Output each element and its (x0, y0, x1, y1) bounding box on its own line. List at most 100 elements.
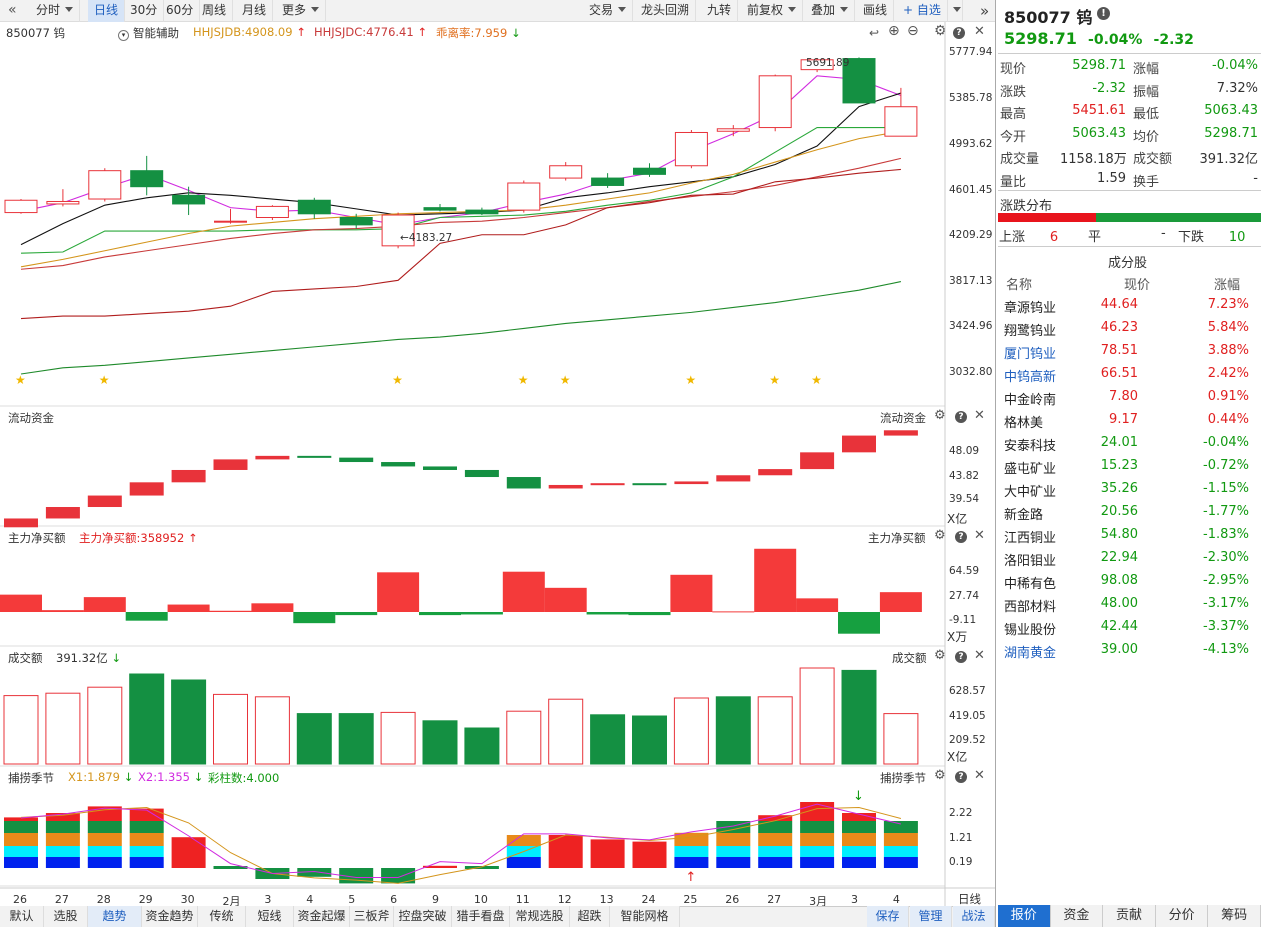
help-icon[interactable]: ? (953, 27, 965, 39)
flow-bar (129, 482, 164, 496)
quote-tab-2[interactable]: 贡献 (1103, 905, 1156, 927)
add-watchlist-dropdown[interactable] (945, 0, 963, 22)
season-bar (716, 846, 751, 857)
period-tab-2[interactable]: 30分 (124, 0, 165, 22)
stock-name[interactable]: 翔鹭钨业 (1004, 324, 1057, 339)
help-icon[interactable]: ? (955, 411, 967, 423)
stock-name[interactable]: 中稀有色 (1004, 577, 1057, 592)
stock-name[interactable]: 中钨高新 (1004, 370, 1057, 385)
x-tick: 13 (599, 893, 614, 906)
close-icon[interactable]: ✕ (974, 768, 985, 783)
toolbar-btn-2[interactable]: 九转 (701, 0, 739, 22)
season-x2: X2:1.355 ↓ (138, 770, 204, 784)
stock-name[interactable]: 新金路 (1004, 508, 1044, 523)
season-bars: 彩柱数:4.000 (208, 771, 280, 785)
toolbar-btn-0[interactable]: 交易 (583, 0, 634, 22)
stock-name[interactable]: 江西铜业 (1004, 531, 1057, 546)
strategy-tab-3[interactable]: 资金趋势 (142, 906, 198, 927)
gear-icon[interactable]: ⚙ (934, 768, 946, 783)
collapse-left-icon[interactable]: « (8, 2, 17, 18)
stock-name[interactable]: 锡业股份 (1004, 623, 1057, 638)
return-icon[interactable]: ↩ (869, 26, 880, 40)
turnover-bar (673, 697, 709, 765)
stock-name[interactable]: 中金岭南 (1004, 393, 1057, 408)
netbuy-unit: X万 (947, 630, 968, 644)
stock-name[interactable]: 厦门钨业 (1004, 347, 1057, 362)
period-tab-5[interactable]: 月线 (236, 0, 274, 22)
strategy-tab-10[interactable]: 常规选股 (510, 906, 570, 927)
info-icon[interactable]: ! (1097, 7, 1110, 20)
strategy-tab-8[interactable]: 控盘突破 (394, 906, 452, 927)
x-tick: 10 (473, 893, 488, 906)
gear-icon[interactable]: ⚙ (934, 648, 946, 663)
stock-name[interactable]: 西部材料 (1004, 600, 1057, 615)
bottom-action-0[interactable]: 保存 (867, 906, 909, 927)
double-chevron-right-icon[interactable]: » (980, 2, 990, 20)
close-icon[interactable]: ✕ (974, 24, 985, 39)
season-bar (548, 835, 583, 868)
strategy-tab-1[interactable]: 选股 (44, 906, 88, 927)
stock-name[interactable]: 湖南黄金 (1004, 646, 1057, 661)
toolbar-btn-5[interactable]: 画线 (857, 0, 895, 22)
strategy-tab-12[interactable]: 智能网格 (610, 906, 680, 927)
period-tab-6[interactable]: 更多 (276, 0, 327, 22)
strategy-tab-9[interactable]: 猎手看盘 (452, 906, 510, 927)
quote-label: 现价 (1000, 62, 1027, 77)
close-icon[interactable]: ✕ (974, 408, 985, 423)
stock-name[interactable]: 格林美 (1004, 416, 1044, 431)
strategy-tab-7[interactable]: 三板斧 (350, 906, 394, 927)
quote-tab-1[interactable]: 资金 (1050, 905, 1104, 927)
stock-pct: -3.17% (1203, 596, 1249, 611)
strategy-tab-5[interactable]: 短线 (246, 906, 294, 927)
zoom-in-icon[interactable]: ⊕ (888, 23, 900, 39)
candle-body (255, 205, 289, 219)
flow-bar (548, 484, 583, 489)
stock-name[interactable]: 章源钨业 (1004, 301, 1057, 316)
quote-tab-4[interactable]: 筹码 (1208, 905, 1261, 927)
stock-price: 66.51 (1100, 366, 1138, 381)
zoom-out-icon[interactable]: ⊖ (907, 23, 919, 39)
period-tab-4[interactable]: 周线 (196, 0, 234, 22)
turnover-bar (883, 713, 919, 765)
stock-name[interactable]: 安泰科技 (1004, 439, 1057, 454)
flow-bar (800, 452, 835, 470)
strategy-tab-0[interactable]: 默认 (0, 906, 44, 927)
strategy-tab-2[interactable]: 趋势 (88, 906, 142, 927)
candle-body (214, 220, 247, 223)
period-tab-1[interactable]: 日线 (88, 0, 126, 22)
gear-icon[interactable]: ⚙ (934, 408, 946, 423)
gear-icon[interactable]: ⚙ (934, 23, 947, 39)
candle-body (674, 131, 708, 167)
help-icon[interactable]: ? (955, 531, 967, 543)
indicator-hhjsjdc: HHJSJDC:4776.41 ↑ (314, 25, 427, 39)
kline-chart[interactable]: ★ ★ ★ ★ ★ ★ ★ ★ ↑ ↓ (0, 0, 995, 906)
bottom-action-1[interactable]: 管理 (910, 906, 952, 927)
toolbar-btn-4[interactable]: 叠加 (805, 0, 856, 22)
period-tab-3[interactable]: 60分 (160, 0, 201, 22)
gear-icon[interactable]: ⚙ (934, 528, 946, 543)
close-icon[interactable]: ✕ (974, 528, 985, 543)
help-icon[interactable]: ? (955, 651, 967, 663)
candle-body (465, 209, 499, 215)
quote-tab-0[interactable]: 报价 (998, 905, 1051, 927)
turnover-bar (506, 710, 542, 765)
arrow-down-icon: ↓ (123, 770, 134, 784)
season-bar (4, 857, 38, 868)
help-icon[interactable]: ? (955, 771, 967, 783)
strategy-tab-11[interactable]: 超跌 (570, 906, 610, 927)
stock-name[interactable]: 大中矿业 (1004, 485, 1057, 500)
toolbar-btn-1[interactable]: 龙头回溯 (635, 0, 697, 22)
strategy-tab-6[interactable]: 资金起爆 (294, 906, 350, 927)
period-tab-0[interactable]: 分时 (30, 0, 81, 22)
stock-name[interactable]: 盛屯矿业 (1004, 462, 1057, 477)
stock-price: 44.64 (1100, 297, 1138, 312)
stock-name[interactable]: 洛阳钼业 (1004, 554, 1057, 569)
smart-assist-toggle[interactable]: ▾ 智能辅助 (118, 25, 179, 41)
netbuy-panel-title: 主力净买额 (8, 531, 66, 545)
season-bar (45, 846, 80, 857)
strategy-tab-4[interactable]: 传统 (198, 906, 246, 927)
close-icon[interactable]: ✕ (974, 648, 985, 663)
quote-tab-3[interactable]: 分价 (1155, 905, 1209, 927)
bottom-action-2[interactable]: 战法 (953, 906, 995, 927)
toolbar-btn-3[interactable]: 前复权 (741, 0, 804, 22)
